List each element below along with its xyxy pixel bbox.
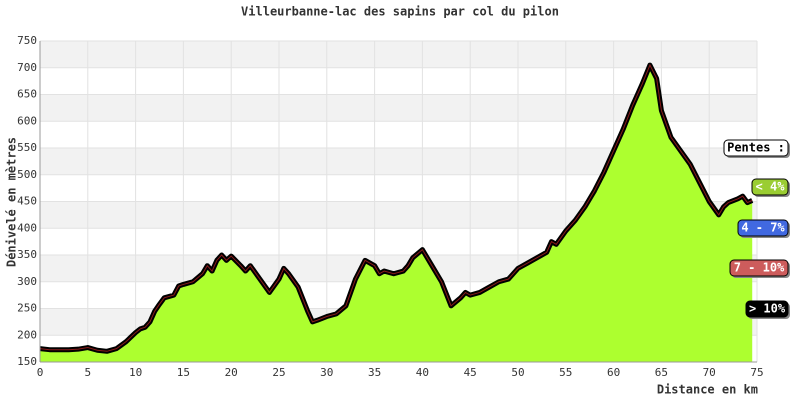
x-tick-label: 40 — [416, 366, 429, 379]
legend-item-box — [737, 219, 789, 237]
y-tick-label: 750 — [17, 34, 37, 47]
y-tick-label: 550 — [17, 141, 37, 154]
legend-item: 7 - 10% — [734, 261, 785, 275]
x-tick-label: 75 — [750, 366, 763, 379]
x-tick-label: 45 — [464, 366, 477, 379]
y-axis-label: Dénivelé en mètres — [5, 137, 19, 267]
legend-item-box — [745, 300, 789, 318]
legend-item-box — [751, 178, 789, 196]
y-tick-label: 300 — [17, 275, 37, 288]
x-tick-label: 0 — [37, 366, 44, 379]
y-tick-label: 600 — [17, 114, 37, 127]
legend-item-box — [729, 259, 789, 277]
x-tick-label: 25 — [272, 366, 285, 379]
legend-title: Pentes : — [727, 141, 785, 155]
y-tick-label: 700 — [17, 61, 37, 74]
x-tick-label: 60 — [607, 366, 620, 379]
legend-item: 4 - 7% — [741, 221, 785, 235]
y-tick-label: 500 — [17, 168, 37, 181]
y-tick-label: 250 — [17, 302, 37, 315]
x-tick-label: 65 — [655, 366, 668, 379]
x-tick-label: 70 — [703, 366, 716, 379]
x-tick-label: 5 — [84, 366, 91, 379]
y-tick-label: 650 — [17, 88, 37, 101]
y-tick-label: 350 — [17, 248, 37, 261]
y-tick-label: 200 — [17, 328, 37, 341]
legend-title-box — [723, 139, 789, 157]
elevation-line-inner — [39, 63, 753, 352]
x-tick-label: 10 — [129, 366, 142, 379]
y-tick-label: 400 — [17, 221, 37, 234]
grid-band — [40, 41, 757, 68]
x-tick-label: 20 — [225, 366, 238, 379]
x-tick-label: 35 — [368, 366, 381, 379]
y-tick-label: 150 — [17, 355, 37, 368]
elevation-area — [40, 65, 753, 362]
legend-item: < 4% — [756, 180, 786, 194]
x-tick-label: 15 — [177, 366, 190, 379]
chart-title: Villeurbanne-lac des sapins par col du p… — [241, 5, 559, 19]
y-tick-label: 450 — [17, 195, 37, 208]
legend-item: > 10% — [749, 302, 786, 316]
x-axis-label: Distance en km — [657, 383, 758, 397]
x-tick-label: 30 — [320, 366, 333, 379]
x-tick-label: 55 — [559, 366, 572, 379]
x-tick-label: 50 — [511, 366, 524, 379]
